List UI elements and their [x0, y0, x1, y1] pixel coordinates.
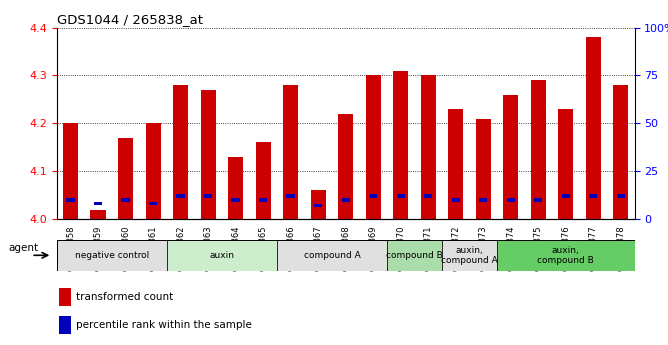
Bar: [365, 76, 381, 219]
Bar: [503, 95, 518, 219]
Bar: [94, 202, 102, 205]
Bar: [476, 119, 491, 219]
Bar: [59, 288, 71, 306]
Bar: [613, 85, 629, 219]
Bar: [387, 240, 442, 271]
Bar: [118, 138, 133, 219]
Bar: [277, 240, 387, 271]
Bar: [283, 85, 298, 219]
Bar: [176, 195, 185, 198]
Bar: [424, 195, 432, 198]
Bar: [314, 204, 323, 207]
Bar: [149, 202, 157, 205]
Bar: [448, 109, 464, 219]
Bar: [479, 198, 488, 201]
Bar: [452, 198, 460, 201]
Bar: [341, 198, 350, 201]
Bar: [531, 80, 546, 219]
Text: compound A: compound A: [303, 251, 360, 260]
Bar: [232, 198, 240, 201]
Bar: [256, 142, 271, 219]
Bar: [66, 198, 75, 201]
Text: auxin: auxin: [209, 251, 234, 260]
Bar: [562, 195, 570, 198]
Bar: [200, 90, 216, 219]
Bar: [338, 114, 353, 219]
Bar: [173, 85, 188, 219]
Text: compound B: compound B: [386, 251, 443, 260]
Bar: [421, 76, 436, 219]
Text: transformed count: transformed count: [76, 292, 173, 302]
Text: negative control: negative control: [75, 251, 149, 260]
Bar: [228, 157, 243, 219]
Bar: [534, 198, 542, 201]
Bar: [57, 240, 167, 271]
Bar: [287, 195, 295, 198]
Text: GDS1044 / 265838_at: GDS1044 / 265838_at: [57, 13, 203, 27]
Text: auxin,
compound B: auxin, compound B: [538, 246, 595, 265]
Text: auxin,
compound A: auxin, compound A: [441, 246, 498, 265]
Bar: [259, 198, 267, 201]
Bar: [589, 195, 597, 198]
Bar: [506, 198, 515, 201]
Bar: [586, 37, 601, 219]
Bar: [59, 316, 71, 334]
Bar: [63, 124, 78, 219]
Bar: [617, 195, 625, 198]
Bar: [122, 198, 130, 201]
Bar: [311, 190, 326, 219]
Bar: [90, 209, 106, 219]
Bar: [369, 195, 377, 198]
Bar: [558, 109, 573, 219]
Bar: [167, 240, 277, 271]
Bar: [204, 195, 212, 198]
Bar: [393, 71, 408, 219]
Bar: [442, 240, 497, 271]
Bar: [146, 124, 160, 219]
Bar: [397, 195, 405, 198]
Text: percentile rank within the sample: percentile rank within the sample: [76, 320, 252, 330]
Bar: [497, 240, 635, 271]
Text: agent: agent: [9, 244, 39, 254]
